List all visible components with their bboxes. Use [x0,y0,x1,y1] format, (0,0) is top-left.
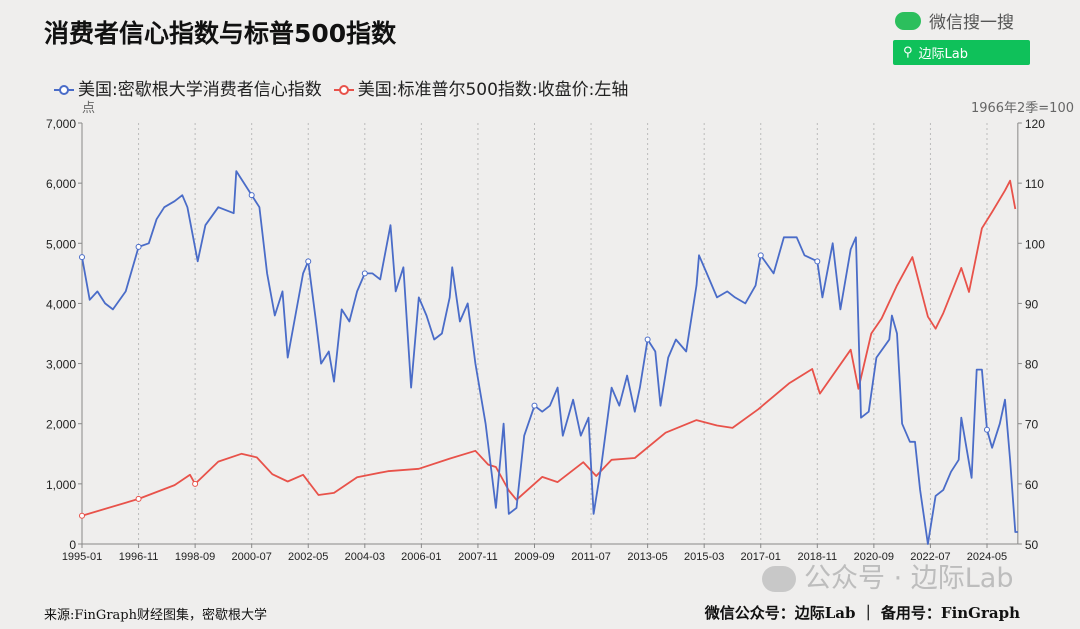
x-tick-label: 2004-03 [345,551,385,563]
data-point [305,258,312,265]
x-tick-label: 2018-11 [798,551,838,563]
legend-marker-red-icon [333,85,354,95]
right-tick-label: 90 [1025,297,1039,311]
sentiment-line [81,170,1018,545]
legend-item-sentiment[interactable]: 美国:密歇根大学消费者信心指数 [54,81,322,99]
x-tick-label: 1996-11 [119,551,159,563]
right-tick-label: 120 [1025,117,1045,131]
left-tick-label: 0 [69,538,76,552]
legend-marker-blue-icon [54,85,74,95]
left-tick-label: 4,000 [46,297,76,311]
x-tick-label: 2000-07 [231,551,271,563]
data-point [757,252,764,259]
data-point [644,336,651,343]
right-tick-label: 50 [1025,538,1039,552]
x-tick-label: 2002-05 [288,551,328,563]
source-note: 来源:FinGraph财经图集，密歇根大学 [44,608,267,623]
sp500-line [81,179,1017,517]
left-tick-label: 5,000 [46,237,76,251]
data-point [135,243,142,250]
data-point [361,270,368,277]
x-tick-label: 2022-07 [910,551,950,563]
x-tick-label: 1998-09 [175,551,215,563]
right-tick-label: 70 [1025,418,1039,432]
chart-title: 消费者信心指数与标普500指数 [44,19,397,48]
data-point [814,258,821,265]
x-tick-label: 2017-01 [741,551,781,563]
watermark: 公众号 · 边际Lab [762,564,1013,594]
x-tick-label: 2011-07 [571,551,611,563]
x-tick-label: 2009-09 [514,551,554,563]
right-axis-unit: 1966年2季=100 [970,101,1074,116]
x-tick-label: 1995-01 [62,551,102,563]
watermark-text: 公众号 · 边际Lab [804,563,1014,594]
x-tick-label: 2006-01 [401,551,441,563]
left-tick-label: 6,000 [46,177,76,191]
data-point [248,192,255,199]
search-text: 边际Lab [918,47,968,62]
left-tick-label: 3,000 [46,358,76,372]
data-point [983,426,990,433]
left-tick-label: 2,000 [46,418,76,432]
x-tick-label: 2015-03 [684,551,724,563]
data-point [79,254,85,261]
right-tick-label: 100 [1025,237,1045,251]
left-tick-label: 1,000 [46,478,76,492]
x-tick-label: 2024-05 [967,551,1007,563]
left-axis-unit: 点 [82,101,96,116]
wechat-icon [895,11,921,30]
search-icon: ⚲ [903,45,913,60]
wechat-search-button[interactable]: ⚲ 边际Lab [893,40,1030,65]
right-tick-label: 60 [1025,478,1039,492]
x-tick-label: 2007-11 [458,551,498,563]
data-point [531,402,538,409]
wechat-search-brand: 微信搜一搜 [895,8,1014,33]
x-tick-label: 2013-05 [627,551,667,563]
data-point [135,495,142,502]
account-note: 微信公众号：边际Lab ｜ 备用号：FinGraph [704,604,1020,622]
left-tick-label: 7,000 [46,117,76,131]
right-tick-label: 110 [1025,177,1044,191]
chart-legend: 美国:密歇根大学消费者信心指数 美国:标准普尔500指数:收盘价:左轴 [54,81,628,99]
wechat-label: 微信搜一搜 [929,13,1014,33]
data-point [192,480,199,487]
x-tick-label: 2020-09 [854,551,894,563]
legend-label: 美国:标准普尔500指数:收盘价:左轴 [357,80,629,100]
right-tick-label: 80 [1025,358,1039,372]
data-point [79,512,85,519]
wechat-watermark-icon [762,566,796,592]
legend-item-sp500[interactable]: 美国:标准普尔500指数:收盘价:左轴 [333,80,629,100]
legend-label: 美国:密歇根大学消费者信心指数 [78,80,322,100]
